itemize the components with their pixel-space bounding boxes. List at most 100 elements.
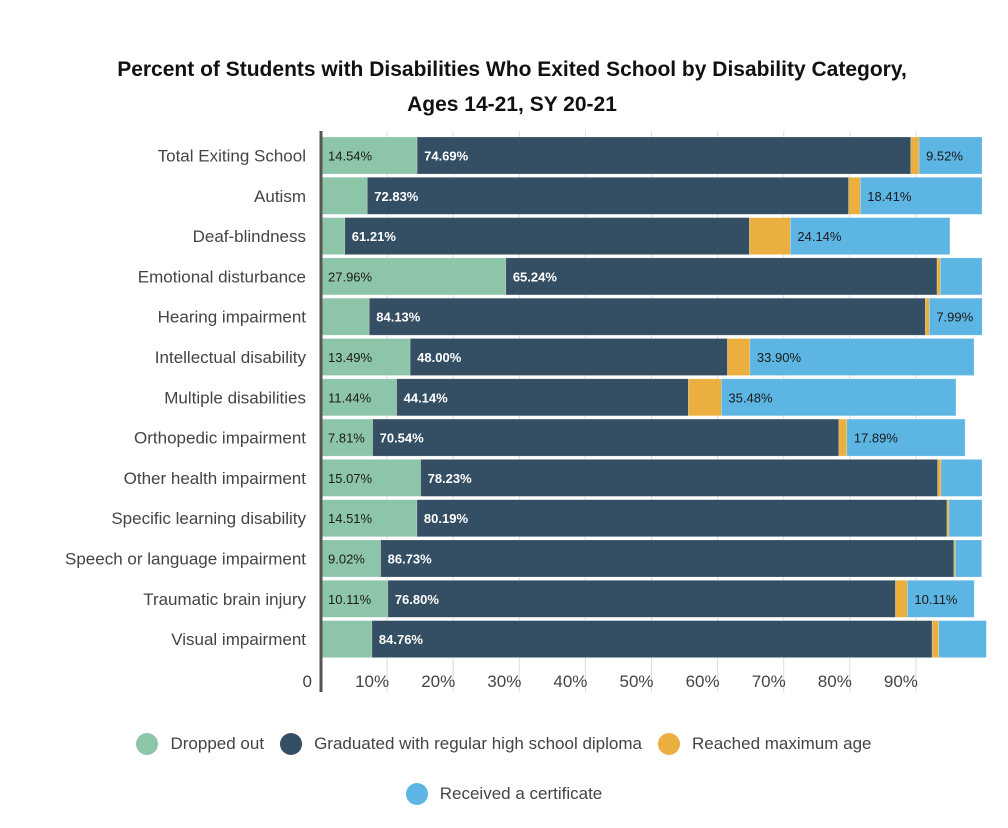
bar-segment-dropped-out-speech-or-language-impairment[interactable]	[320, 539, 381, 578]
legend-row-2: Received a certificate	[0, 778, 1008, 810]
data-label-received-a-certificate-autism: 18.41%	[867, 189, 912, 204]
bar-segment-reached-maximum-age-autism[interactable]	[848, 177, 861, 215]
legend-label-dropped-out: Dropped out	[170, 734, 265, 753]
bar-segment-graduated-with-regular-high-school-diploma-total-exiting-school[interactable]	[416, 136, 912, 175]
x-tick-label: 60%	[686, 672, 720, 691]
data-label-graduated-with-regular-high-school-diploma-visual-impairment: 84.76%	[379, 632, 424, 647]
bar-segment-reached-maximum-age-traumatic-brain-injury[interactable]	[895, 579, 908, 618]
data-label-dropped-out-multiple-disabilities: 11.44%	[328, 390, 372, 405]
data-label-received-a-certificate-multiple-disabilities: 35.48%	[728, 390, 773, 405]
bar-segment-dropped-out-visual-impairment[interactable]	[320, 620, 373, 658]
bar-segment-received-a-certificate-speech-or-language-impairment[interactable]	[954, 539, 982, 578]
data-label-received-a-certificate-hearing-impairment: 7.99%	[936, 310, 973, 325]
legend-item-received-certificate[interactable]: Received a certificate	[405, 783, 603, 805]
data-label-dropped-out-emotional-disturbance: 27.96%	[328, 269, 373, 284]
data-label-received-a-certificate-traumatic-brain-injury: 10.11%	[914, 592, 958, 607]
bar-segment-received-a-certificate-autism[interactable]	[860, 177, 983, 215]
chart-title-line-1: Percent of Students with Disabilities Wh…	[117, 58, 907, 81]
legend-label-reached-max-age: Reached maximum age	[691, 734, 872, 753]
legend-item-dropped-out[interactable]: Dropped out	[136, 733, 264, 755]
bar-segment-reached-maximum-age-other-health-impairment[interactable]	[937, 459, 942, 497]
bar-segment-dropped-out-multiple-disabilities[interactable]	[320, 378, 397, 417]
bars	[320, 136, 987, 658]
bar-segment-reached-maximum-age-multiple-disabilities[interactable]	[688, 378, 722, 417]
bar-segment-graduated-with-regular-high-school-diploma-orthopedic-impairment[interactable]	[372, 418, 840, 457]
data-label-graduated-with-regular-high-school-diploma-other-health-impairment: 78.23%	[428, 471, 473, 486]
bar-segment-dropped-out-deaf-blindness[interactable]	[320, 217, 346, 255]
bar-segment-reached-maximum-age-orthopedic-impairment[interactable]	[838, 418, 848, 457]
bar-segment-received-a-certificate-traumatic-brain-injury[interactable]	[907, 579, 975, 618]
chart-title: Percent of Students with Disabilities Wh…	[0, 52, 1008, 122]
bar-segment-graduated-with-regular-high-school-diploma-speech-or-language-impairment[interactable]	[380, 539, 955, 578]
category-label-speech-or-language-impairment: Speech or language impairment	[65, 550, 306, 569]
legend: Dropped out Graduated with regular high …	[0, 728, 1008, 828]
bar-segment-received-a-certificate-other-health-impairment[interactable]	[940, 459, 983, 497]
data-label-dropped-out-total-exiting-school: 14.54%	[328, 149, 373, 164]
category-label-multiple-disabilities: Multiple disabilities	[164, 388, 306, 407]
x-tick-label: 50%	[620, 672, 654, 691]
category-axis-labels: Total Exiting School Autism Deaf-blindness…	[65, 147, 306, 650]
bar-segment-received-a-certificate-multiple-disabilities[interactable]	[721, 378, 957, 417]
data-label-dropped-out-traumatic-brain-injury: 10.11%	[328, 592, 372, 607]
bar-segment-graduated-with-regular-high-school-diploma-hearing-impairment[interactable]	[368, 297, 926, 336]
legend-swatch-reached-max-age	[657, 733, 680, 755]
x-tick-label: 90%	[884, 672, 918, 691]
data-label-dropped-out-orthopedic-impairment: 7.81%	[328, 431, 365, 446]
legend-swatch-dropped-out	[136, 733, 159, 755]
x-tick-label: 40%	[553, 672, 587, 691]
bar-segment-received-a-certificate-deaf-blindness[interactable]	[790, 217, 951, 255]
bar-segment-reached-maximum-age-total-exiting-school[interactable]	[910, 136, 920, 175]
x-tick-label: 80%	[818, 672, 852, 691]
bar-segment-dropped-out-specific-learning-disability[interactable]	[320, 499, 418, 538]
data-label-graduated-with-regular-high-school-diploma-deaf-blindness: 61.21%	[352, 229, 397, 244]
bar-segment-graduated-with-regular-high-school-diploma-emotional-disturbance[interactable]	[505, 257, 938, 296]
category-label-hearing-impairment: Hearing impairment	[158, 308, 307, 327]
bar-segment-reached-maximum-age-deaf-blindness[interactable]	[749, 217, 791, 255]
legend-label-received-certificate: Received a certificate	[439, 784, 603, 803]
category-label-intellectual-disability: Intellectual disability	[155, 348, 307, 367]
bar-segment-dropped-out-emotional-disturbance[interactable]	[320, 257, 507, 296]
bar-segment-reached-maximum-age-hearing-impairment[interactable]	[925, 297, 930, 336]
bar-segment-graduated-with-regular-high-school-diploma-multiple-disabilities[interactable]	[396, 378, 689, 417]
data-label-dropped-out-other-health-impairment: 15.07%	[328, 471, 373, 486]
bar-segment-reached-maximum-age-intellectual-disability[interactable]	[727, 338, 751, 376]
bar-segment-received-a-certificate-intellectual-disability[interactable]	[749, 338, 975, 376]
category-label-other-health-impairment: Other health impairment	[124, 469, 307, 488]
legend-item-graduated[interactable]: Graduated with regular high school diplo…	[280, 733, 642, 755]
bar-segment-graduated-with-regular-high-school-diploma-deaf-blindness[interactable]	[344, 217, 750, 255]
data-label-graduated-with-regular-high-school-diploma-speech-or-language-impairment: 86.73%	[388, 552, 433, 567]
legend-row-1: Dropped out Graduated with regular high …	[0, 728, 1008, 760]
bar-segment-graduated-with-regular-high-school-diploma-other-health-impairment[interactable]	[420, 459, 939, 497]
category-label-specific-learning-disability: Specific learning disability	[111, 509, 306, 528]
data-label-received-a-certificate-orthopedic-impairment: 17.89%	[854, 431, 899, 446]
category-label-autism: Autism	[254, 187, 306, 206]
bar-segment-received-a-certificate-specific-learning-disability[interactable]	[948, 499, 983, 538]
bar-segment-reached-maximum-age-visual-impairment[interactable]	[931, 620, 940, 658]
bar-segment-graduated-with-regular-high-school-diploma-traumatic-brain-injury[interactable]	[387, 579, 896, 618]
category-label-traumatic-brain-injury: Traumatic brain injury	[143, 590, 306, 609]
data-label-graduated-with-regular-high-school-diploma-intellectual-disability: 48.00%	[417, 350, 462, 365]
bar-segment-dropped-out-intellectual-disability[interactable]	[320, 338, 411, 376]
legend-item-reached-max-age[interactable]: Reached maximum age	[657, 733, 872, 755]
bar-segment-reached-maximum-age-emotional-disturbance[interactable]	[936, 257, 941, 296]
bar-segment-received-a-certificate-visual-impairment[interactable]	[938, 620, 987, 658]
data-label-received-a-certificate-total-exiting-school: 9.52%	[926, 149, 963, 164]
bar-segment-reached-maximum-age-specific-learning-disability[interactable]	[946, 499, 950, 538]
x-tick-label: 70%	[752, 672, 786, 691]
bar-segment-dropped-out-hearing-impairment[interactable]	[320, 297, 370, 336]
bar-segment-received-a-certificate-hearing-impairment[interactable]	[929, 297, 983, 336]
bar-segment-received-a-certificate-orthopedic-impairment[interactable]	[846, 418, 966, 457]
bar-segment-graduated-with-regular-high-school-diploma-specific-learning-disability[interactable]	[416, 499, 948, 538]
bar-segment-graduated-with-regular-high-school-diploma-autism[interactable]	[366, 177, 849, 215]
bar-segment-dropped-out-total-exiting-school[interactable]	[320, 136, 418, 175]
data-label-graduated-with-regular-high-school-diploma-specific-learning-disability: 80.19%	[424, 511, 469, 526]
data-labels: 14.54% 74.69% 9.52% 72.83% 18.41% 61.21% 24.14…	[328, 149, 974, 648]
bar-segment-received-a-certificate-total-exiting-school[interactable]	[918, 136, 983, 175]
data-label-received-a-certificate-deaf-blindness: 24.14%	[797, 229, 842, 244]
bar-segment-dropped-out-autism[interactable]	[320, 177, 368, 215]
bar-segment-graduated-with-regular-high-school-diploma-visual-impairment[interactable]	[371, 620, 933, 658]
category-label-deaf-blindness: Deaf-blindness	[193, 227, 306, 246]
stacked-bar-chart: 14.54% 74.69% 9.52% 72.83% 18.41% 61.21% 24.14…	[65, 131, 987, 692]
bar-segment-received-a-certificate-emotional-disturbance[interactable]	[940, 257, 983, 296]
legend-label-graduated: Graduated with regular high school diplo…	[314, 734, 642, 753]
